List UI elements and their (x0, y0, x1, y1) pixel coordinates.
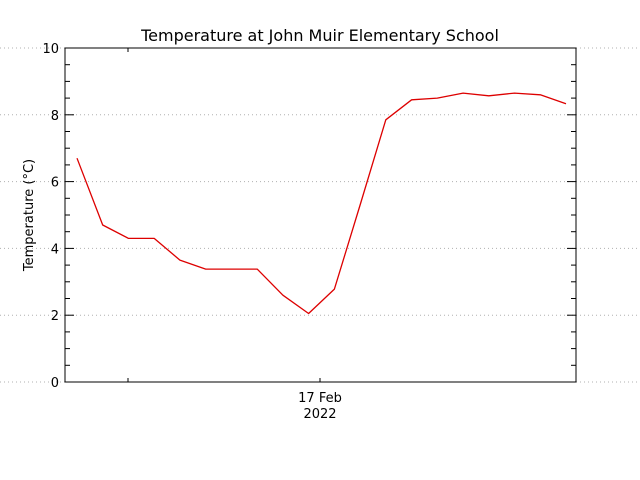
axis-ticks (65, 47, 576, 383)
y-tick-labels: 0 2 4 6 8 10 (42, 42, 59, 391)
series-layer (76, 92, 567, 315)
y-tick-label: 4 (51, 242, 59, 257)
temperature-series-line (76, 92, 567, 315)
y-tick-label: 0 (51, 376, 59, 391)
gridlines (0, 47, 640, 383)
plot-frame (64, 47, 577, 383)
chart-title: Temperature at John Muir Elementary Scho… (140, 26, 499, 45)
x-tick-label-year: 2022 (303, 407, 336, 422)
y-tick-label: 8 (51, 109, 59, 124)
y-tick-label: 10 (42, 42, 59, 57)
y-tick-label: 2 (51, 309, 59, 324)
y-tick-label: 6 (51, 176, 59, 191)
x-tick-label-date: 17 Feb (298, 391, 342, 406)
y-axis-label: Temperature (°C) (22, 159, 37, 272)
